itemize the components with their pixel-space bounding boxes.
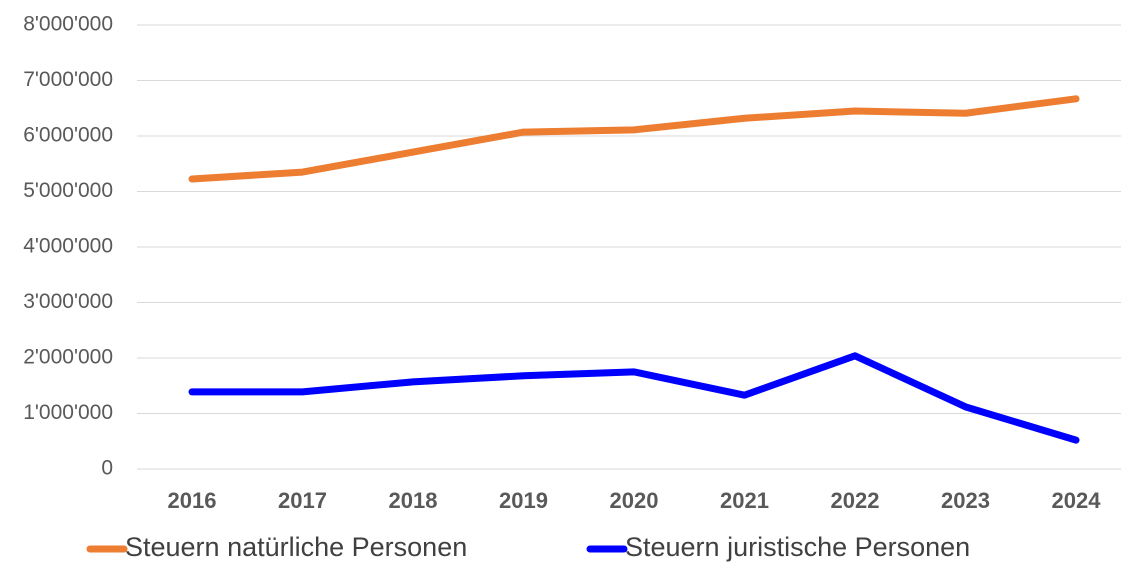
legend-label: Steuern natürliche Personen [125,532,467,562]
x-tick-label: 2020 [610,488,659,513]
x-tick-label: 2017 [278,488,327,513]
x-tick-label: 2016 [168,488,217,513]
y-tick-label: 5'000'000 [23,179,113,202]
y-tick-label: 8'000'000 [23,13,113,36]
y-tick-label: 2'000'000 [23,346,113,369]
x-tick-label: 2024 [1052,488,1102,513]
x-tick-label: 2022 [831,488,880,513]
series-line [188,352,1080,444]
y-tick-label: 4'000'000 [23,235,113,258]
y-tick-label: 1'000'000 [23,401,113,424]
x-tick-label: 2019 [499,488,548,513]
x-tick-label: 2023 [941,488,990,513]
x-tick-label: 2021 [720,488,769,513]
y-tick-label: 7'000'000 [23,68,113,91]
y-tick-label: 3'000'000 [23,290,113,313]
y-tick-label: 0 [101,457,113,480]
y-tick-label: 6'000'000 [23,124,113,147]
series-line [188,95,1080,183]
x-tick-label: 2018 [389,488,438,513]
legend-label: Steuern juristische Personen [625,532,970,562]
